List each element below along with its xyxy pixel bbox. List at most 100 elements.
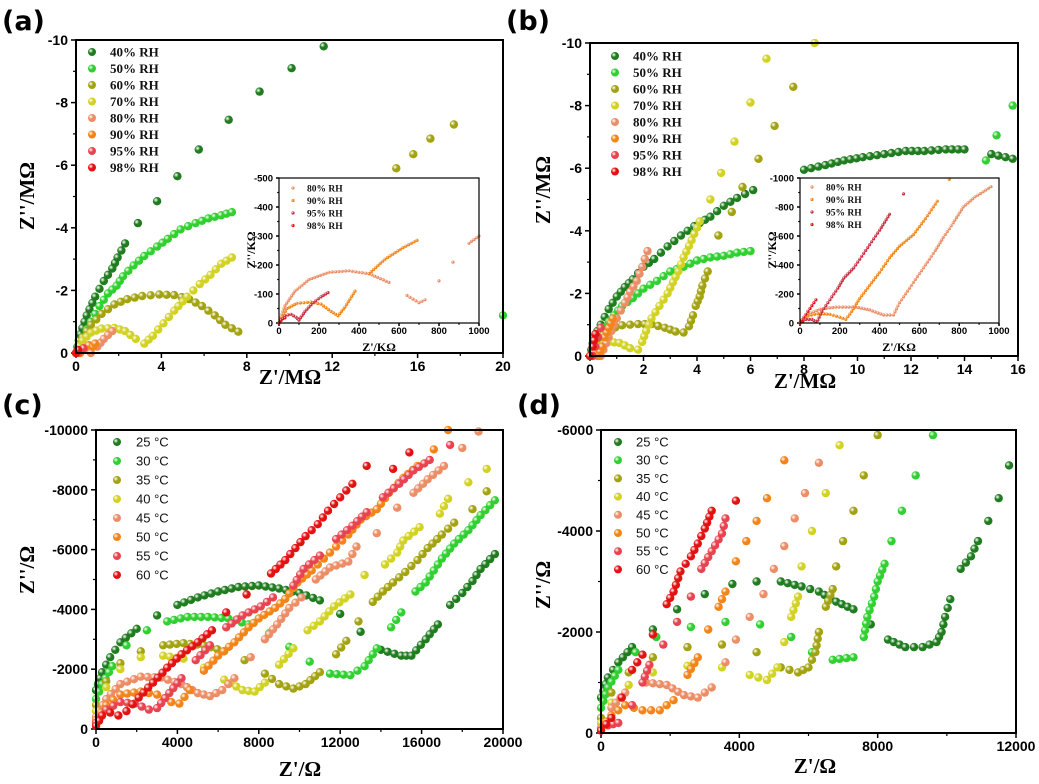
data-point: [315, 596, 325, 605]
data-point-interp: [279, 655, 289, 664]
data-point-interp: [824, 304, 828, 308]
x-tick-label: 200: [311, 326, 327, 337]
data-point: [933, 248, 937, 253]
data-point-interp: [854, 263, 858, 267]
legend-marker: [614, 438, 622, 446]
legend-marker: [113, 476, 121, 484]
legend-label: 40 °C: [136, 492, 169, 507]
data-point: [780, 637, 789, 647]
data-point-interp: [376, 275, 380, 279]
data-point-interp: [740, 189, 750, 199]
data-point: [362, 508, 371, 517]
data-point: [144, 705, 154, 714]
legend-marker: [611, 85, 619, 93]
data-point-interp: [923, 263, 928, 267]
chart-3: 0 2 4 6 8 10 12 14 16 0 -2 -4 -6 -8 -10 Z'/MΩ Z''/MΩ 40% …: [531, 35, 1026, 393]
data-point: [445, 600, 455, 610]
series-30-C: [91, 496, 500, 704]
data-point-interp: [893, 249, 898, 253]
plot-frame: [278, 177, 480, 324]
data-point: [113, 253, 122, 262]
data-point: [754, 154, 763, 163]
data-point: [920, 146, 929, 156]
data-point-interp: [929, 208, 933, 212]
data-point: [118, 272, 128, 281]
data-point-interp: [129, 675, 139, 684]
legend-marker: [291, 186, 295, 190]
data-point-interp: [807, 655, 817, 664]
data-point-interp: [717, 595, 727, 604]
data-point-interp: [915, 227, 920, 231]
data-point: [643, 246, 652, 256]
data-point: [728, 579, 737, 589]
data-point: [762, 54, 771, 63]
data-point-interp: [984, 188, 988, 192]
data-point: [746, 246, 755, 256]
x-tick-label: 4: [693, 361, 701, 377]
data-point-interp: [978, 191, 983, 196]
data-point-interp: [210, 212, 219, 221]
y-tick-label: -400: [254, 203, 273, 214]
data-point-interp: [337, 269, 341, 274]
data-point: [650, 254, 659, 264]
data-point-interp: [286, 299, 290, 303]
data-point-interp: [674, 573, 683, 583]
data-point: [274, 584, 284, 593]
data-point: [329, 309, 333, 313]
data-point-interp: [425, 572, 434, 581]
data-point-interp: [935, 246, 939, 250]
data-point: [116, 659, 125, 668]
data-point: [297, 593, 306, 602]
data-point: [356, 627, 365, 636]
data-point: [415, 238, 419, 242]
data-point-interp: [891, 251, 896, 255]
chart-2: 0 200 400 600 800 1000 0 -100 -200 -300 -400 -500 Z'…: [244, 174, 490, 355]
x-tick-label: 4: [158, 358, 166, 374]
legend-marker: [611, 101, 619, 110]
legend-marker: [291, 211, 295, 215]
legend-label: 98% RH: [110, 160, 159, 175]
data-point-interp: [165, 652, 175, 661]
data-point-interp: [608, 298, 617, 307]
data-point: [194, 145, 203, 154]
data-point-interp: [919, 269, 924, 273]
series-35-C: [91, 487, 491, 710]
y-tick-label: 0: [268, 319, 273, 330]
data-point-interp: [943, 603, 952, 613]
data-point-interp: [804, 312, 808, 316]
plot-area: [277, 234, 481, 325]
data-point-interp: [873, 310, 877, 314]
data-point: [608, 314, 617, 323]
data-point-interp: [865, 605, 874, 615]
data-point: [887, 212, 892, 216]
data-point-interp: [316, 297, 320, 301]
data-point-interp: [939, 620, 948, 629]
data-point-interp: [847, 305, 851, 309]
data-point-interp: [99, 295, 109, 304]
data-point: [721, 587, 730, 596]
data-point: [828, 298, 832, 302]
data-point: [671, 327, 680, 336]
data-point: [858, 153, 867, 162]
data-point-interp: [282, 682, 291, 691]
data-point-interp: [305, 279, 309, 283]
y-axis-title: Z''/MΩ: [15, 162, 39, 230]
data-point: [285, 306, 289, 311]
data-point: [849, 653, 858, 662]
data-point-interp: [200, 591, 209, 600]
data-point-interp: [369, 270, 373, 274]
data-point-interp: [172, 639, 181, 649]
data-point: [645, 660, 654, 669]
data-point-interp: [840, 305, 845, 309]
data-point: [401, 567, 410, 577]
data-point: [721, 658, 730, 667]
data-point-interp: [1001, 153, 1010, 162]
data-point-interp: [283, 309, 287, 313]
data-point: [133, 218, 143, 228]
data-point: [828, 584, 837, 594]
series-80-RH: [86, 326, 117, 358]
data-point: [289, 312, 293, 316]
data-point: [818, 307, 822, 311]
legend-marker: [291, 198, 295, 203]
data-point: [110, 300, 119, 309]
